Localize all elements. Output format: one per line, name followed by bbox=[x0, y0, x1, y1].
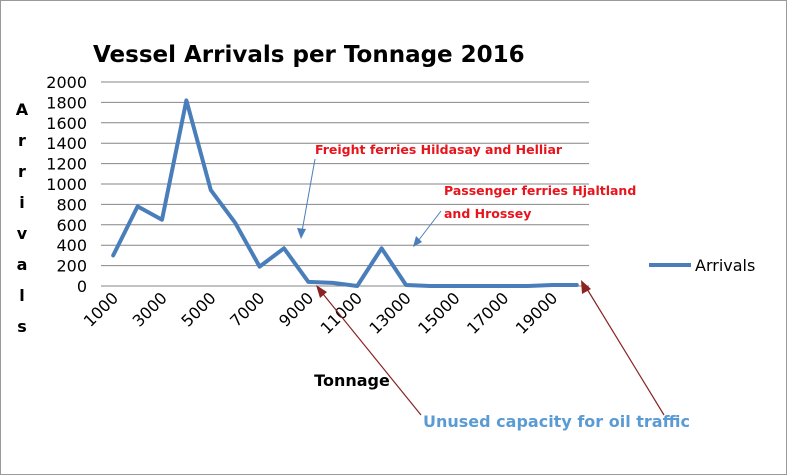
x-tick-label: 19000 bbox=[512, 288, 561, 337]
y-tick-label: 1400 bbox=[46, 134, 87, 153]
legend-label-arrivals: Arrivals bbox=[695, 256, 755, 275]
x-tick-label: 5000 bbox=[177, 288, 219, 330]
y-tick-label: 600 bbox=[56, 216, 87, 235]
annotation-freight-ferries: Freight ferries Hildasay and Helliar bbox=[315, 142, 563, 157]
annotation-passenger-ferries-line1: Passenger ferries Hjaltland bbox=[444, 183, 636, 198]
x-tick-label: 15000 bbox=[414, 288, 463, 337]
x-tick-label: 3000 bbox=[129, 288, 171, 330]
y-tick-label: 400 bbox=[56, 236, 87, 255]
arrowhead-freight-ferries bbox=[297, 228, 306, 239]
x-tick-label: 9000 bbox=[275, 288, 317, 330]
x-axis-label: Tonnage bbox=[314, 371, 390, 390]
legend: Arrivals bbox=[649, 256, 755, 275]
y-tick-label: 1000 bbox=[46, 175, 87, 194]
y-tick-label: 1200 bbox=[46, 155, 87, 174]
y-tick-label: 1800 bbox=[46, 93, 87, 112]
annotation-passenger-ferries-line2: and Hrossey bbox=[444, 206, 531, 221]
y-axis-label-letter: r bbox=[18, 162, 26, 181]
x-tick-label: 17000 bbox=[463, 288, 512, 337]
y-tick-label: 200 bbox=[56, 257, 87, 276]
y-tick-label: 2000 bbox=[46, 73, 87, 92]
y-axis-label-letter: A bbox=[16, 100, 29, 119]
arrow-unused-capacity-right bbox=[584, 284, 664, 415]
y-axis-label-letter: r bbox=[18, 131, 26, 150]
y-tick-label: 1600 bbox=[46, 114, 87, 133]
y-axis-label-letter: i bbox=[19, 193, 24, 212]
y-tick-label: 0 bbox=[77, 277, 87, 296]
x-tick-label: 13000 bbox=[365, 288, 414, 337]
y-axis-label: Arrivals bbox=[16, 100, 29, 336]
y-tick-label: 800 bbox=[56, 195, 87, 214]
y-axis-label-letter: v bbox=[17, 224, 28, 243]
y-axis-label-letter: a bbox=[17, 255, 28, 274]
chart-title: Vessel Arrivals per Tonnage 2016 bbox=[93, 42, 525, 68]
y-axis-label-letter: s bbox=[17, 317, 27, 336]
x-tick-label: 7000 bbox=[226, 288, 268, 330]
annotation-unused-capacity: Unused capacity for oil traffic bbox=[423, 412, 690, 431]
y-axis-label-letter: l bbox=[19, 286, 24, 305]
